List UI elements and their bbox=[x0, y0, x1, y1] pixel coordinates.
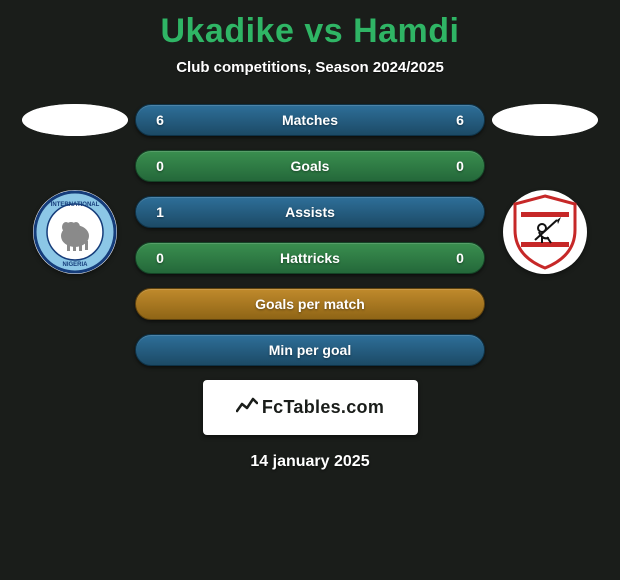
stat-right-value: 0 bbox=[450, 158, 470, 174]
comparison-layout: INTERNATIONAL NIGERIA 6 Matches 6 0 Goals 0 1 A… bbox=[0, 104, 620, 366]
stats-list: 6 Matches 6 0 Goals 0 1 Assists 0 Hattricks 0 Goals… bbox=[135, 104, 485, 366]
comparison-date: 14 january 2025 bbox=[0, 453, 620, 471]
stat-row: 6 Matches 6 bbox=[135, 104, 485, 136]
svg-text:INTERNATIONAL: INTERNATIONAL bbox=[51, 202, 100, 208]
stat-left-value: 0 bbox=[150, 250, 170, 266]
stat-row: 0 Goals 0 bbox=[135, 150, 485, 182]
watermark-text: FcTables.com bbox=[262, 397, 384, 418]
stat-label: Goals bbox=[291, 158, 330, 174]
stat-label: Goals per match bbox=[255, 296, 365, 312]
stat-label: Assists bbox=[285, 204, 335, 220]
svg-text:NIGERIA: NIGERIA bbox=[62, 262, 88, 268]
comparison-subtitle: Club competitions, Season 2024/2025 bbox=[0, 59, 620, 76]
player-silhouette-icon bbox=[492, 104, 598, 136]
player-silhouette-icon bbox=[22, 104, 128, 136]
stat-row: Goals per match bbox=[135, 288, 485, 320]
stat-left-value: 6 bbox=[150, 112, 170, 128]
watermark-badge: FcTables.com bbox=[203, 380, 418, 435]
enyimba-crest-icon: INTERNATIONAL NIGERIA bbox=[33, 190, 117, 274]
stat-label: Hattricks bbox=[280, 250, 340, 266]
player-right-photo bbox=[492, 104, 598, 136]
stat-label: Matches bbox=[282, 112, 338, 128]
left-club-badge: INTERNATIONAL NIGERIA bbox=[33, 190, 117, 274]
player-right-name: Hamdi bbox=[353, 12, 459, 50]
player-left-photo bbox=[22, 104, 128, 136]
comparison-title: Ukadike vs Hamdi bbox=[0, 0, 620, 51]
left-column: INTERNATIONAL NIGERIA bbox=[15, 104, 135, 274]
stat-left-value: 0 bbox=[150, 158, 170, 174]
player-left-name: Ukadike bbox=[160, 12, 294, 50]
right-club-badge bbox=[503, 190, 587, 274]
stat-label: Min per goal bbox=[269, 342, 351, 358]
stat-right-value: 6 bbox=[450, 112, 470, 128]
right-column bbox=[485, 104, 605, 274]
stat-row: 0 Hattricks 0 bbox=[135, 242, 485, 274]
stat-left-value: 1 bbox=[150, 204, 170, 220]
stat-right-value: 0 bbox=[450, 250, 470, 266]
stat-row: 1 Assists bbox=[135, 196, 485, 228]
vs-separator: vs bbox=[294, 12, 353, 50]
watermark-icon bbox=[236, 396, 258, 419]
zamalek-crest-icon bbox=[503, 190, 587, 274]
stat-row: Min per goal bbox=[135, 334, 485, 366]
